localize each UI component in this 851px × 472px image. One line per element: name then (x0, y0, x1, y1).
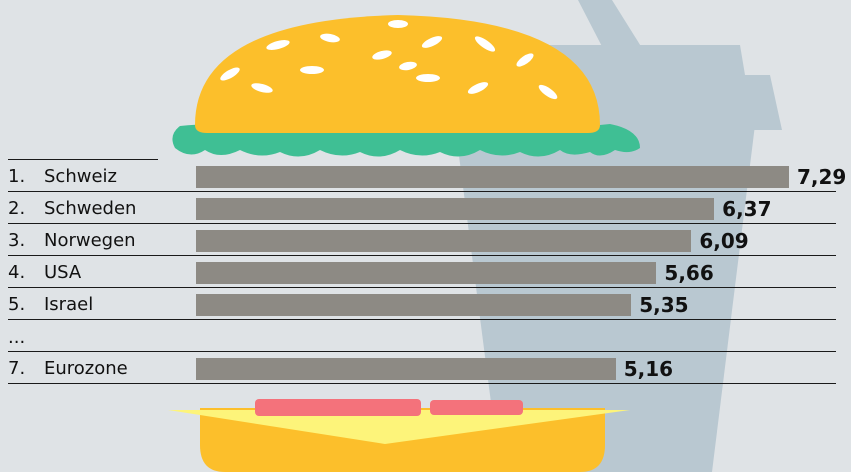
bar-schweden (196, 198, 715, 220)
bar-norwegen (196, 230, 692, 252)
tomato-icon (255, 399, 523, 416)
value-label: 5,35 (639, 293, 689, 317)
country-name: Schweiz (44, 166, 117, 187)
row-separator (8, 159, 158, 160)
value-label: 7,29 (797, 165, 847, 189)
rank-number: 2. (8, 198, 26, 219)
row-separator (8, 255, 836, 256)
top-bun-icon (195, 15, 600, 133)
value-label: 5,66 (664, 261, 714, 285)
bar-eurozone (196, 358, 616, 380)
category-label: 4. USA (8, 262, 81, 284)
country-name: Norwegen (44, 230, 136, 251)
value-label: 6,09 (699, 229, 749, 253)
value-label: 6,37 (722, 197, 772, 221)
category-label: 2. Schweden (8, 198, 136, 220)
row-separator (8, 319, 836, 320)
rank-number: 3. (8, 230, 26, 251)
rank-number: 7. (8, 358, 26, 379)
country-name: USA (44, 262, 82, 283)
bar-usa (196, 262, 657, 284)
row-separator (8, 223, 836, 224)
country-name: Israel (44, 294, 94, 315)
category-label: 1. Schweiz (8, 166, 117, 188)
category-label: 5. Israel (8, 294, 93, 316)
bar-israel (196, 294, 632, 316)
row-separator (8, 287, 836, 288)
bar-schweiz (196, 166, 789, 188)
gap-marker: ... (8, 327, 26, 348)
rank-number: 5. (8, 294, 26, 315)
row-separator (8, 351, 836, 352)
row-separator (8, 191, 836, 192)
category-label: 3. Norwegen (8, 230, 136, 252)
country-name: Schweden (44, 198, 137, 219)
country-name: Eurozone (44, 358, 128, 379)
row-separator (8, 383, 836, 384)
cheese-icon (168, 410, 630, 444)
value-label: 5,16 (623, 357, 674, 381)
category-label: 7. Eurozone (8, 358, 128, 380)
rank-number: 1. (8, 166, 26, 187)
rank-number: 4. (8, 262, 26, 283)
